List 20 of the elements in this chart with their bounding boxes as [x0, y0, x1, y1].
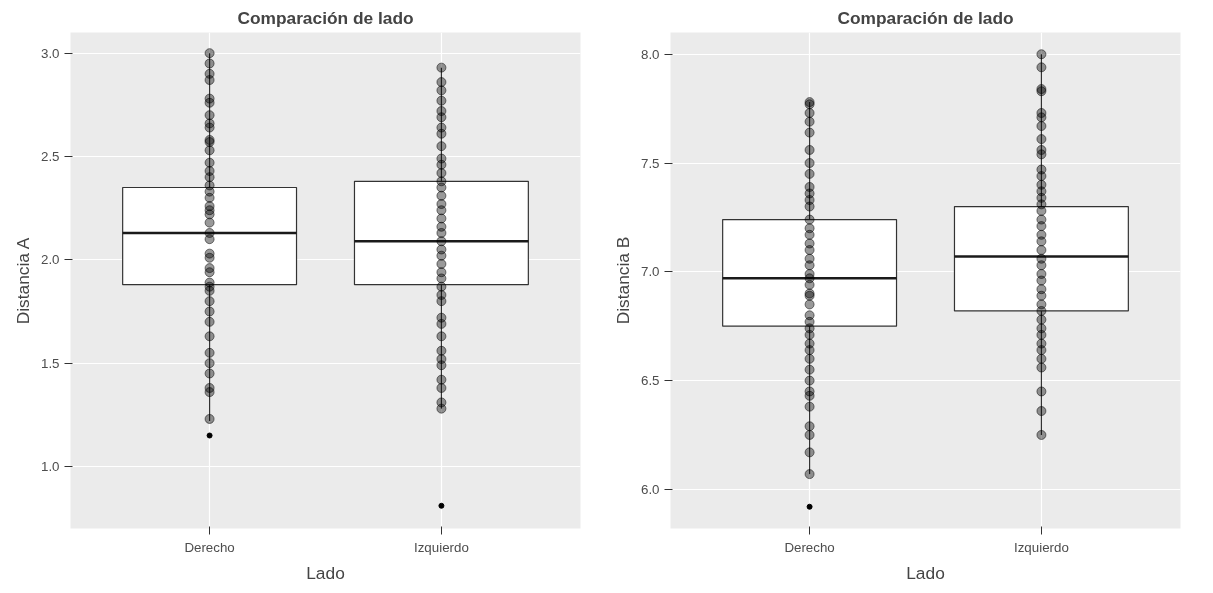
- y-tick-label: 2.0: [40, 252, 60, 268]
- x-axis-title: Lado: [306, 562, 345, 583]
- y-tick-label: 6.5: [640, 373, 660, 389]
- y-tick-label: 1.0: [40, 459, 60, 474]
- x-tick-label: Derecho: [784, 539, 835, 555]
- y-tick-label: 7.5: [640, 155, 660, 171]
- x-axis-title: Lado: [906, 562, 945, 583]
- y-axis-title: Distancia B: [612, 236, 633, 325]
- x-tick-label: Izquierdo: [413, 539, 469, 555]
- y-tick-label: 6.0: [640, 481, 660, 497]
- y-tick-label: 1.5: [40, 355, 60, 371]
- x-tick-label: Derecho: [184, 539, 235, 555]
- y-tick-label: 8.0: [640, 46, 660, 62]
- x-tick-label: Izquierdo: [1013, 539, 1069, 555]
- chart-title: Comparación de lado: [237, 7, 414, 28]
- chart-title: Comparación de lado: [837, 7, 1014, 28]
- y-tick-label: 7.0: [640, 264, 660, 280]
- y-axis-title: Distancia A: [12, 237, 33, 325]
- y-tick-label: 3.0: [40, 45, 60, 61]
- y-tick-label: 2.5: [40, 149, 60, 164]
